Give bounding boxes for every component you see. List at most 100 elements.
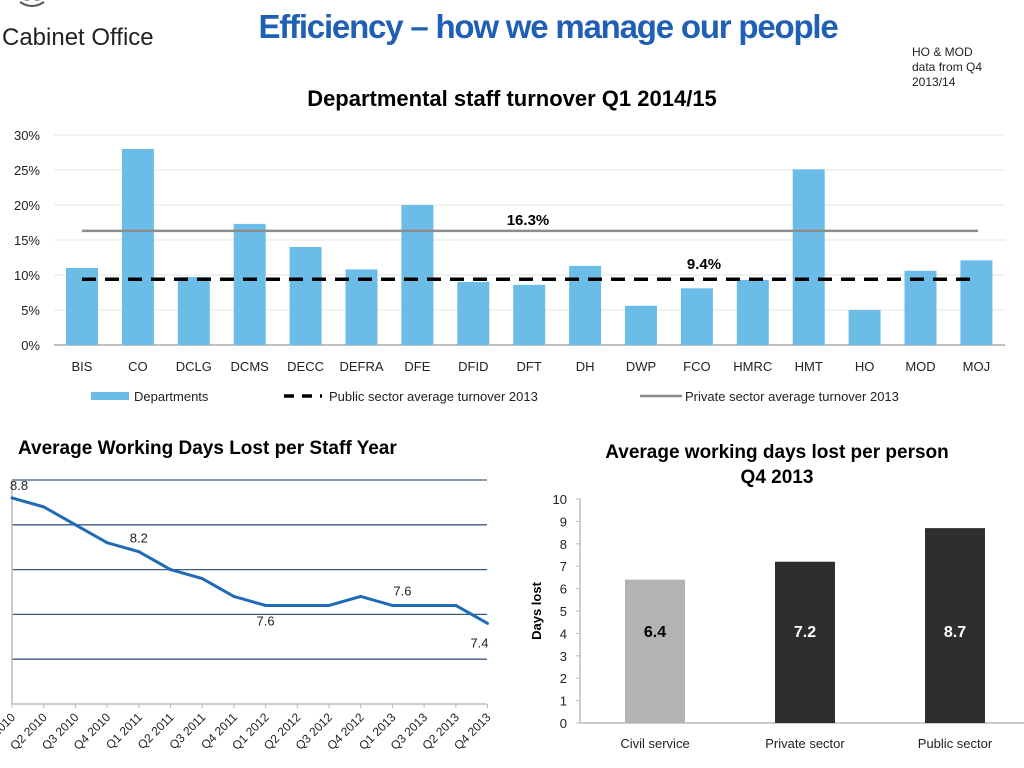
y-tick-label: 5% <box>21 303 40 318</box>
data-point <box>454 603 458 607</box>
data-point <box>169 568 172 572</box>
brand-name: Cabinet Office <box>2 24 154 51</box>
bar-dclg <box>177 277 210 345</box>
bar-private-sector <box>775 561 835 723</box>
data-point <box>200 577 204 581</box>
data-point <box>359 594 363 598</box>
y-tick-label: 6 <box>560 582 567 597</box>
bar-defra <box>345 269 378 345</box>
data-label: 7.2 <box>794 624 816 641</box>
x-tick-label: DFID <box>458 359 488 374</box>
y-tick-label: 20% <box>14 198 40 213</box>
data-label: 8.8 <box>10 478 28 493</box>
y-tick-label: 5 <box>560 604 567 619</box>
bar-dcms <box>233 223 266 345</box>
data-point <box>10 496 14 500</box>
data-point <box>422 603 426 607</box>
x-tick-label: HMRC <box>733 359 772 374</box>
x-tick-label: MOD <box>905 359 935 374</box>
x-tick-label: FCO <box>683 359 710 374</box>
x-tick-label: Private sector <box>765 736 845 751</box>
bar-dfid <box>457 282 490 345</box>
cabinet-office-crest-logo <box>19 0 45 7</box>
x-tick-label: DCMS <box>231 359 270 374</box>
y-tick-label: 4 <box>560 626 567 641</box>
y-tick-label: 2 <box>560 671 567 686</box>
x-tick-label: DECC <box>287 359 324 374</box>
turnover-chart-title: Departmental staff turnover Q1 2014/15 <box>307 86 717 111</box>
data-label: 8.2 <box>130 531 148 546</box>
y-tick-label: 0% <box>21 338 40 353</box>
bar-dft <box>513 284 546 345</box>
bar-ho <box>848 310 881 345</box>
note-line: 2013/14 <box>912 75 956 89</box>
x-tick-label: DFE <box>404 359 430 374</box>
data-point <box>264 603 268 607</box>
bar-civil-service <box>625 579 685 723</box>
line-chart-title: Average Working Days Lost per Staff Year <box>18 438 397 459</box>
data-label: 7.6 <box>257 613 275 628</box>
bar-dfe <box>401 205 434 345</box>
x-tick-label: DEFRA <box>339 359 383 374</box>
y-tick-label: 15% <box>14 233 40 248</box>
y-tick-label: 7 <box>560 559 567 574</box>
bar-chart-title-line: Q4 2013 <box>741 467 814 488</box>
bar-co <box>121 149 154 345</box>
data-label: 7.6 <box>393 583 411 598</box>
data-point <box>42 505 46 509</box>
x-tick-label: DFT <box>517 359 542 374</box>
y-tick-label: 1 <box>560 694 567 709</box>
y-tick-label: 10% <box>14 268 40 283</box>
data-point <box>73 523 77 527</box>
x-tick-label: HMT <box>795 359 823 374</box>
data-note: HO & MOD data from Q4 2013/14 <box>912 45 982 90</box>
data-label: 7.4 <box>470 635 488 650</box>
y-axis-label: Days lost <box>529 581 544 639</box>
bar-hmrc <box>736 279 769 345</box>
data-label: 6.4 <box>644 624 666 641</box>
x-tick-label: MOJ <box>963 359 990 374</box>
x-tick-label: Public sector <box>918 736 993 751</box>
data-point <box>486 621 489 625</box>
y-tick-label: 9 <box>560 514 567 529</box>
legend-label: Departments <box>134 389 209 404</box>
x-tick-label: BIS <box>72 359 93 374</box>
note-line: data from Q4 <box>912 60 983 74</box>
data-point <box>137 550 141 554</box>
data-point <box>105 541 109 545</box>
y-tick-label: 8 <box>560 537 567 552</box>
y-tick-label: 10 <box>553 492 567 507</box>
page-title: Efficiency – how we manage our people <box>258 8 838 45</box>
bar-fco <box>680 288 713 345</box>
data-point <box>390 603 394 607</box>
private-average-label: 16.3% <box>507 212 550 229</box>
bar-mod <box>904 270 937 345</box>
x-tick-label: CO <box>128 359 148 374</box>
bar-dwp <box>625 305 657 345</box>
x-tick-label: HO <box>855 359 875 374</box>
data-point <box>295 603 299 607</box>
y-tick-label: 30% <box>14 128 40 143</box>
legend-swatch-departments <box>91 392 129 400</box>
x-tick-label: DWP <box>626 359 656 374</box>
x-tick-label: DCLG <box>176 359 212 374</box>
x-tick-label: DH <box>576 359 595 374</box>
y-tick-label: 3 <box>560 649 567 664</box>
x-tick-label: Civil service <box>620 736 689 751</box>
bar-hmt <box>792 169 825 345</box>
bar-public-sector <box>925 528 985 723</box>
data-point <box>327 603 331 607</box>
note-line: HO & MOD <box>912 45 973 59</box>
working-days-line <box>11 496 489 625</box>
data-point <box>232 594 236 598</box>
bar-chart-title-line: Average working days lost per person <box>605 442 949 463</box>
legend-label: Private sector average turnover 2013 <box>685 389 899 404</box>
y-tick-label: 25% <box>14 163 40 178</box>
legend-label: Public sector average turnover 2013 <box>329 389 538 404</box>
bar-decc <box>289 247 322 345</box>
bar-moj <box>960 260 993 345</box>
data-label: 8.7 <box>944 624 966 641</box>
y-tick-label: 0 <box>560 716 567 731</box>
public-average-label: 9.4% <box>687 256 721 273</box>
